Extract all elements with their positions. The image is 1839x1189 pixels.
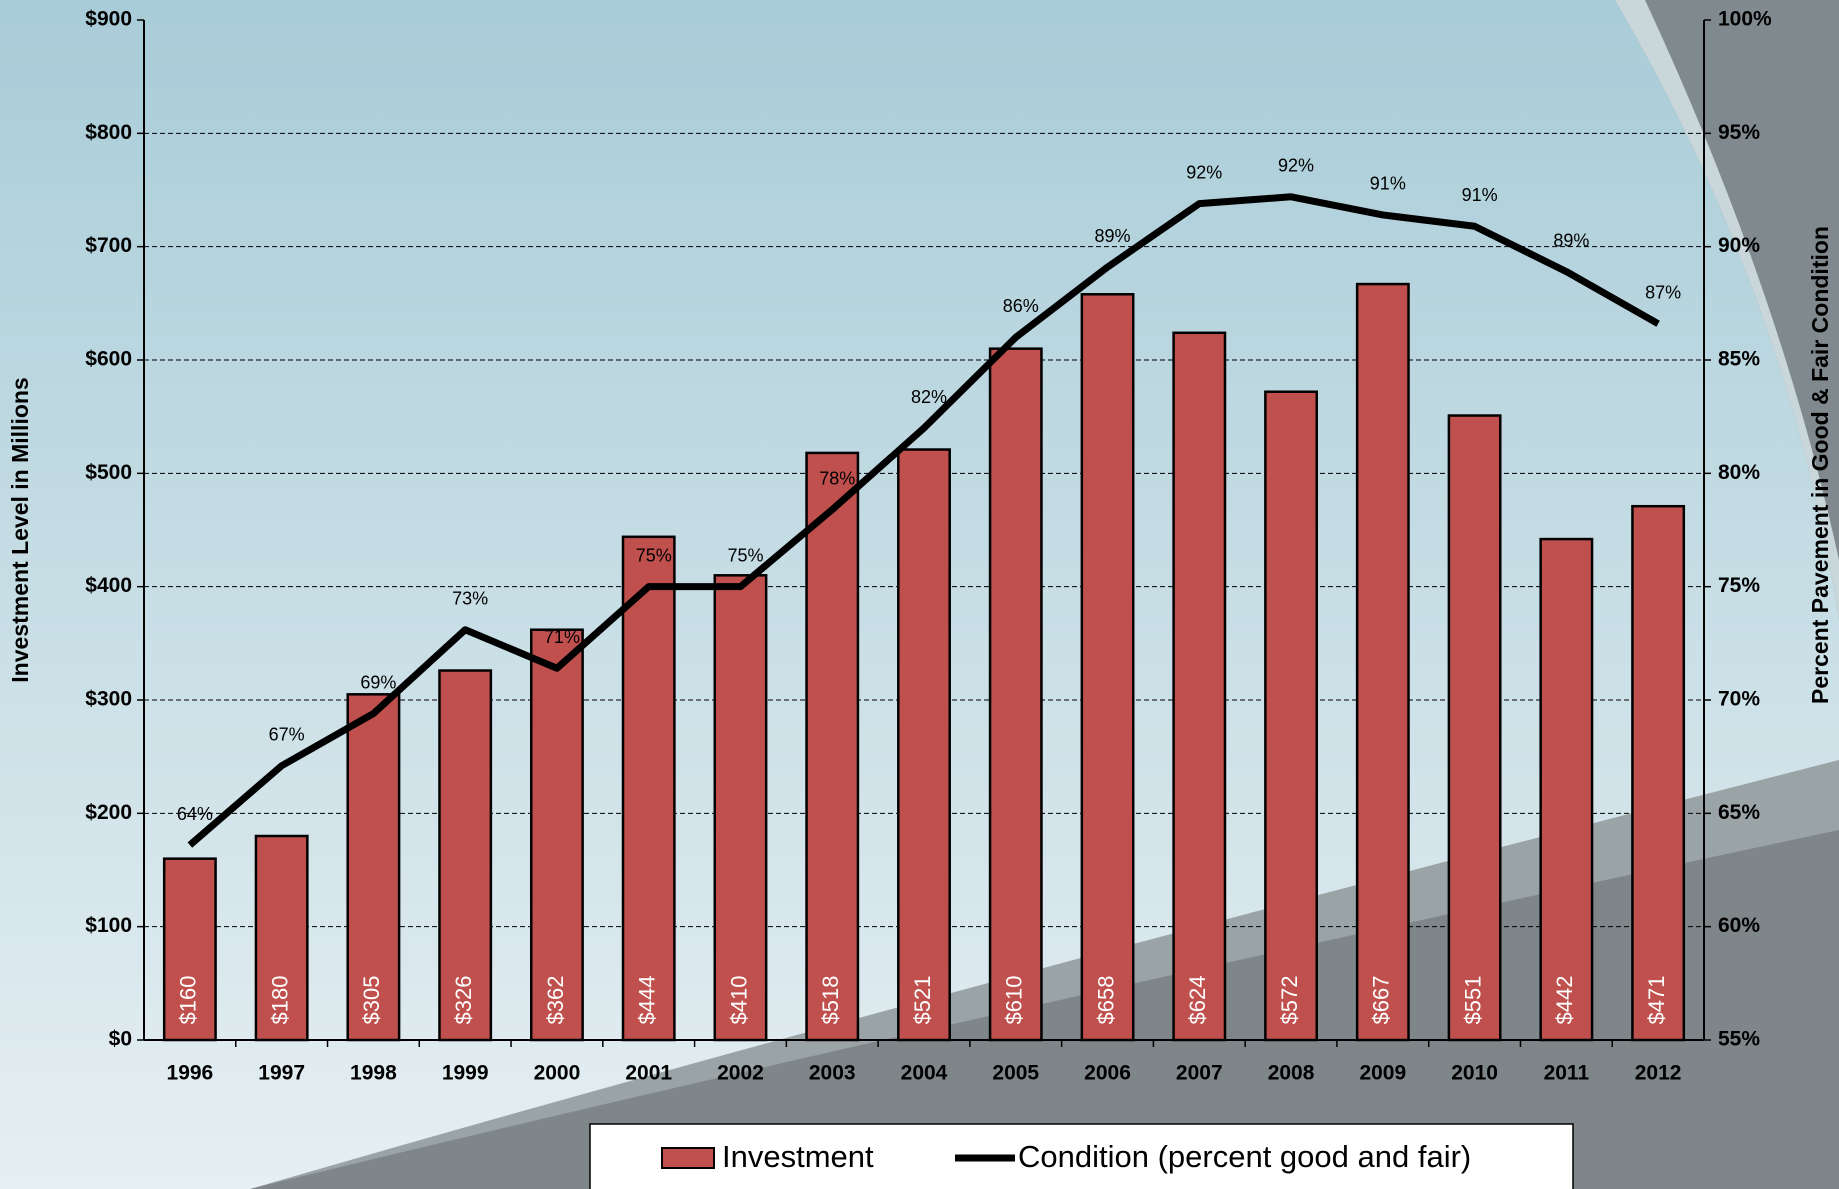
y2-tick-label: 75% <box>1718 574 1760 597</box>
bar <box>805 451 860 1042</box>
legend-box <box>589 1123 1574 1189</box>
bar <box>1355 282 1410 1042</box>
y-tick-label: $0 <box>109 1028 132 1051</box>
y2-tick-label: 85% <box>1718 348 1760 371</box>
x-tick-label: 2011 <box>1544 1062 1590 1085</box>
line-value-label: 87% <box>1645 282 1681 302</box>
bar-value-label: $471 <box>1644 976 1669 1025</box>
legend-label: Condition (percent good and fair) <box>1018 1139 1471 1174</box>
line-value-label: 86% <box>1003 296 1039 316</box>
bar-value-label: $442 <box>1552 976 1577 1025</box>
x-tick-label: 2004 <box>901 1062 948 1085</box>
line-value-label: 64% <box>177 804 213 824</box>
legend-label: Investment <box>722 1139 874 1174</box>
bar <box>346 693 401 1042</box>
y2-tick-label: 65% <box>1718 801 1760 824</box>
bar-value-label: $326 <box>451 976 476 1025</box>
bar <box>988 347 1043 1042</box>
line-value-label: 82% <box>911 387 947 407</box>
y-axis-title: Investment Level in Millions <box>7 377 33 682</box>
bar <box>254 834 309 1042</box>
bar-value-label: $444 <box>635 976 660 1025</box>
line-value-label: 75% <box>636 545 672 565</box>
plot-area: $0 $100 $200 $300 $400 $500 $600 $700 $800 $900 55… <box>85 8 1772 1085</box>
y-tick-label: $800 <box>85 121 132 144</box>
y2-tick-label: 55% <box>1718 1028 1760 1051</box>
y-tick-label: $600 <box>85 348 132 371</box>
x-tick-label: 2009 <box>1359 1062 1406 1085</box>
line-value-label: 92% <box>1278 156 1314 176</box>
x-tick-label: 2000 <box>534 1062 581 1085</box>
bar <box>897 448 951 1042</box>
x-tick-label: 2007 <box>1176 1062 1223 1085</box>
decor-shape <box>1615 0 1839 620</box>
x-tick-label: 2012 <box>1635 1062 1682 1085</box>
y-tick-label: $300 <box>85 688 132 711</box>
y2-tick-label: 100% <box>1718 8 1772 31</box>
x-tick-label: 2001 <box>625 1062 672 1085</box>
line-value-label: 69% <box>360 672 396 692</box>
decor-shape <box>250 830 1839 1189</box>
y2-tick-label: 60% <box>1718 914 1760 937</box>
bar <box>529 628 584 1042</box>
line <box>187 193 1660 848</box>
line-value-label: 91% <box>1462 185 1498 205</box>
bar-value-label: $572 <box>1277 976 1302 1025</box>
x-tick-label: 1997 <box>258 1062 305 1085</box>
bar <box>713 574 768 1042</box>
bar-value-label: $624 <box>1185 976 1210 1025</box>
bar-value-label: $180 <box>267 976 292 1025</box>
line-value-label: 73% <box>452 588 488 608</box>
bar-value-label: $610 <box>1002 976 1027 1025</box>
y2-tick-label: 70% <box>1718 688 1760 711</box>
bar-value-label: $518 <box>818 976 843 1025</box>
x-tick-label: 2002 <box>717 1062 764 1085</box>
bar <box>1080 293 1135 1042</box>
bar-value-label: $658 <box>1093 976 1118 1025</box>
bar <box>1172 331 1227 1042</box>
y-tick-label: $100 <box>85 914 132 937</box>
bar-value-label: $305 <box>359 976 384 1025</box>
y2-tick-label: 90% <box>1718 234 1760 257</box>
y2-axis-title: Percent Pavement in Good & Fair Conditio… <box>1807 226 1833 704</box>
x-tick-label: 1999 <box>442 1062 489 1085</box>
line-value-label: 92% <box>1186 162 1222 182</box>
line-value-label: 71% <box>544 627 580 647</box>
bar-value-label: $362 <box>543 976 568 1025</box>
bar <box>1539 537 1594 1042</box>
y-tick-label: $500 <box>85 461 132 484</box>
bar-value-label: $521 <box>910 976 935 1025</box>
line-value-label: 67% <box>269 724 305 744</box>
bar <box>1264 390 1319 1042</box>
line-value-label: 91% <box>1370 174 1406 194</box>
x-tick-label: 1998 <box>350 1062 397 1085</box>
line-value-label: 75% <box>727 545 763 565</box>
bar-value-label: $667 <box>1369 976 1394 1025</box>
x-tick-label: 2003 <box>809 1062 856 1085</box>
x-tick-label: 2008 <box>1268 1062 1315 1085</box>
bar-value-label: $551 <box>1460 976 1485 1025</box>
bar-value-label: $160 <box>176 976 201 1025</box>
bar <box>438 669 493 1042</box>
line-value-label: 78% <box>819 468 855 488</box>
y-tick-label: $900 <box>85 8 132 31</box>
bar <box>162 857 217 1042</box>
bar-value-label: $410 <box>726 976 751 1025</box>
y-tick-label: $400 <box>85 574 132 597</box>
legend-swatch <box>661 1147 715 1169</box>
bar <box>1447 414 1502 1042</box>
x-tick-label: 2006 <box>1084 1062 1131 1085</box>
y-tick-label: $200 <box>85 801 132 824</box>
x-tick-label: 2005 <box>992 1062 1039 1085</box>
line-value-label: 89% <box>1553 230 1589 250</box>
x-tick-label: 2010 <box>1451 1062 1498 1085</box>
y2-tick-label: 80% <box>1718 461 1760 484</box>
x-tick-label: 1996 <box>167 1062 214 1085</box>
y-tick-label: $700 <box>85 234 132 257</box>
line-value-label: 89% <box>1095 226 1131 246</box>
bar <box>1631 504 1686 1042</box>
bar <box>621 535 676 1042</box>
y2-tick-label: 95% <box>1718 121 1760 144</box>
